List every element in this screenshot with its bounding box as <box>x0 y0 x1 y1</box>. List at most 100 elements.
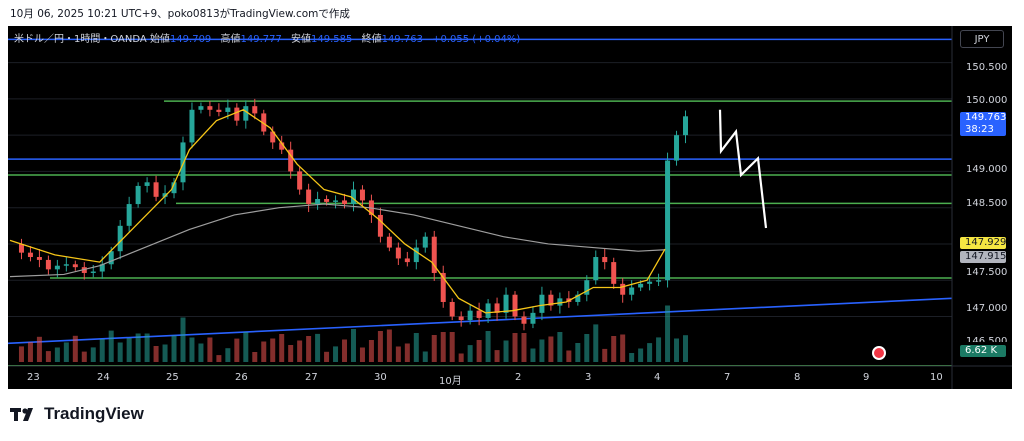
time-axis-label: 23 <box>27 372 40 383</box>
candle-body <box>458 316 464 321</box>
candle-body <box>431 236 437 273</box>
price-tick: 147.500 <box>966 267 1008 278</box>
time-axis-label: 24 <box>97 372 110 383</box>
open-label: 始値 <box>149 34 170 45</box>
symbol-legend[interactable]: 米ドル／円・1時間・OANDA 始値149.709 高値149.777 安値14… <box>14 30 520 45</box>
candle-body <box>99 264 105 272</box>
time-axis-label: 25 <box>166 372 179 383</box>
candle-body <box>557 298 563 306</box>
time-axis-label: 10月 <box>439 376 462 387</box>
candle-body <box>404 258 410 263</box>
volume-bar <box>315 333 321 362</box>
volume-bar <box>171 335 177 362</box>
volume-bar <box>261 341 267 362</box>
candle-body <box>234 107 240 121</box>
tradingview-logo[interactable]: TradingView <box>10 404 144 424</box>
candle-body <box>521 316 527 324</box>
candle-body <box>683 116 688 136</box>
volume-bar <box>324 351 330 362</box>
candle-body <box>386 236 392 248</box>
time-axis-label: 30 <box>374 372 387 383</box>
volume-bar <box>548 336 554 362</box>
candle-body <box>126 204 132 226</box>
volume-label: 6.62 K <box>960 345 1006 357</box>
time-axis-label: 26 <box>235 372 248 383</box>
volume-bar <box>557 332 563 362</box>
volume-bar <box>18 346 24 362</box>
candle-body <box>674 135 680 161</box>
volume-bar <box>584 334 590 362</box>
time-axis-label: 7 <box>724 372 731 383</box>
symbol-title[interactable]: 米ドル／円・1時間・OANDA <box>14 34 147 45</box>
candle-body <box>593 257 599 281</box>
time-axis-label: 3 <box>585 372 592 383</box>
volume-bar <box>476 340 482 362</box>
candle-body <box>72 264 78 268</box>
volume-bar <box>216 355 222 362</box>
volume-bar <box>494 350 500 362</box>
volume-bar <box>99 339 105 362</box>
volume-bar <box>90 347 96 362</box>
candle-body <box>117 225 123 252</box>
volume-bar <box>297 340 303 362</box>
volume-bar <box>593 324 599 362</box>
volume-bar <box>81 351 87 362</box>
price-tick: 147.000 <box>966 303 1008 314</box>
price-tick: 149.000 <box>966 164 1008 175</box>
candle-body <box>359 189 365 201</box>
candle-body <box>306 189 312 205</box>
volume-bar <box>431 335 437 362</box>
candle-body <box>108 251 114 265</box>
volume-bar <box>350 329 356 362</box>
short-moving-average-line <box>9 109 666 314</box>
volume-bar <box>198 343 204 362</box>
candle-body <box>252 106 258 114</box>
volume-bar <box>225 348 231 362</box>
currency-button[interactable]: JPY <box>960 30 1004 48</box>
volume-bar <box>404 343 410 362</box>
volume-bar <box>108 330 114 362</box>
high-label: 高値 <box>220 34 241 45</box>
candle-body <box>665 160 671 281</box>
change-value: +0.055 (+0.04%) <box>432 34 521 45</box>
candle-body <box>243 106 249 121</box>
candle-body <box>656 280 662 282</box>
us-flag-event-icon[interactable] <box>872 346 886 360</box>
candle-body <box>548 294 554 306</box>
candle-body <box>476 310 482 318</box>
candle-body <box>584 280 590 295</box>
volume-bar <box>270 338 276 362</box>
low-value: 149.585 <box>311 34 353 45</box>
candle-body <box>324 198 330 202</box>
volume-bar <box>63 342 69 362</box>
candle-body <box>350 189 356 205</box>
candle-body <box>279 142 285 150</box>
close-value: 149.763 <box>381 34 423 45</box>
candle-body <box>440 272 446 302</box>
volume-bar <box>422 351 428 362</box>
volume-bar <box>575 343 581 362</box>
time-axis-label: 9 <box>863 372 870 383</box>
candle-body <box>180 142 186 183</box>
candle-body <box>216 109 222 112</box>
candle-body <box>485 303 491 318</box>
volume-bar <box>440 332 446 362</box>
volume-bar <box>252 352 258 362</box>
volume-bar <box>611 336 617 362</box>
price-tick: 146.500 <box>966 336 1008 342</box>
volume-bar <box>162 344 168 362</box>
chart-panel[interactable]: 米ドル／円・1時間・OANDA 始値149.709 高値149.777 安値14… <box>8 26 1012 389</box>
candle-body <box>333 200 339 202</box>
volume-bar <box>647 343 653 362</box>
price-chart-canvas[interactable] <box>8 26 1012 389</box>
tradingview-logo-icon <box>10 408 33 421</box>
volume-bar <box>566 350 572 362</box>
candle-body <box>189 109 195 143</box>
candle-body <box>539 294 545 313</box>
volume-bar <box>539 339 545 362</box>
volume-bar <box>243 332 249 362</box>
volume-bar <box>306 336 312 362</box>
time-axis-label: 8 <box>794 372 801 383</box>
volume-bar <box>512 333 518 362</box>
volume-bar <box>189 337 195 362</box>
